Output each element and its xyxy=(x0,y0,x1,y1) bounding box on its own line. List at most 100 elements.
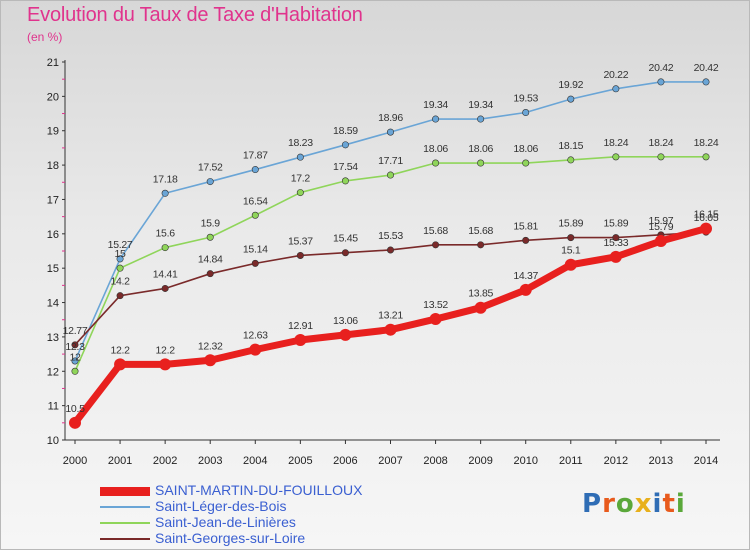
data-label: 16.15 xyxy=(694,209,719,221)
data-point xyxy=(386,128,394,136)
data-label: 19.53 xyxy=(513,93,538,105)
data-label: 15 xyxy=(115,248,127,260)
y-tick-label: 13 xyxy=(47,332,59,344)
data-label: 17.18 xyxy=(153,173,178,185)
data-label: 14.84 xyxy=(198,254,223,266)
data-point xyxy=(519,283,532,296)
data-point xyxy=(341,177,349,185)
data-label: 18.96 xyxy=(378,112,403,124)
data-label: 12.63 xyxy=(243,330,268,342)
series-lines xyxy=(69,78,712,429)
legend-label: Saint-Jean-de-Linières xyxy=(155,514,296,530)
data-label: 13.85 xyxy=(468,288,493,300)
data-point xyxy=(251,259,259,267)
data-point xyxy=(474,301,487,314)
data-label: 18.24 xyxy=(694,137,719,149)
x-tick-label: 2010 xyxy=(513,455,537,467)
y-tick-label: 19 xyxy=(47,126,59,138)
legend-label: Saint-Georges-sur-Loire xyxy=(155,530,306,546)
x-tick-label: 2007 xyxy=(378,455,402,467)
data-point xyxy=(161,189,169,197)
data-point xyxy=(429,313,442,326)
data-label: 15.14 xyxy=(243,243,268,255)
data-label: 13.06 xyxy=(333,315,358,327)
legend-swatch xyxy=(100,506,150,508)
data-point xyxy=(432,115,440,123)
data-label: 12.32 xyxy=(198,340,223,352)
data-label: 17.2 xyxy=(291,173,311,185)
data-label: 15.68 xyxy=(468,225,493,237)
data-label: 18.24 xyxy=(649,137,674,149)
data-label: 19.92 xyxy=(558,79,583,91)
data-label: 19.34 xyxy=(468,99,493,111)
legend-swatch xyxy=(100,538,150,540)
data-label: 18.23 xyxy=(288,137,313,149)
data-label: 18.06 xyxy=(468,143,493,155)
y-tick-label: 10 xyxy=(47,435,59,447)
data-point xyxy=(700,222,712,235)
data-point xyxy=(612,234,620,242)
data-labels: 10.5 12.2 12.2 12.32 12.63 12.91 13.06 13.21 13.… xyxy=(63,62,720,415)
data-label: 20.42 xyxy=(694,62,719,74)
x-tick-label: 2002 xyxy=(153,455,177,467)
data-point xyxy=(71,367,79,375)
data-point xyxy=(477,241,485,249)
data-point xyxy=(702,78,710,86)
data-label: 15.79 xyxy=(649,221,674,233)
data-point xyxy=(564,258,577,271)
data-point xyxy=(386,171,394,179)
y-tick-label: 16 xyxy=(47,229,59,241)
data-point xyxy=(522,109,530,117)
data-label: 13.21 xyxy=(378,310,403,322)
data-label: 15.89 xyxy=(603,218,628,230)
data-label: 16.54 xyxy=(243,195,268,207)
data-point xyxy=(384,323,397,336)
data-point xyxy=(296,251,304,259)
y-tick-label: 15 xyxy=(47,263,59,275)
legend-swatch xyxy=(100,522,150,524)
data-point xyxy=(71,341,79,349)
data-label: 17.71 xyxy=(378,155,403,167)
data-point xyxy=(161,284,169,292)
data-point xyxy=(657,78,665,86)
data-point xyxy=(567,95,575,103)
data-point xyxy=(477,159,485,167)
data-label: 15.45 xyxy=(333,233,358,245)
data-point xyxy=(296,189,304,197)
data-point xyxy=(249,343,262,356)
data-point xyxy=(567,156,575,164)
data-label: 15.33 xyxy=(603,237,628,249)
data-point xyxy=(206,178,214,186)
data-label: 12.77 xyxy=(63,325,88,337)
data-point xyxy=(296,153,304,161)
data-label: 15.6 xyxy=(156,228,176,240)
data-point xyxy=(71,357,79,365)
data-label: 15.68 xyxy=(423,225,448,237)
y-tick-label: 21 xyxy=(47,57,59,69)
data-point xyxy=(206,233,214,241)
y-tick-label: 18 xyxy=(47,160,59,172)
data-label: 18.59 xyxy=(333,125,358,137)
x-tick-label: 2011 xyxy=(559,455,583,467)
data-point xyxy=(294,334,307,347)
data-point xyxy=(612,85,620,93)
x-tick-label: 2013 xyxy=(649,455,673,467)
data-label: 14.2 xyxy=(110,276,130,288)
data-label: 15.37 xyxy=(288,235,313,247)
data-label: 14.41 xyxy=(153,268,178,280)
x-tick-label: 2012 xyxy=(604,455,628,467)
data-label: 15.81 xyxy=(513,220,538,232)
data-label: 20.42 xyxy=(649,62,674,74)
data-label: 12.2 xyxy=(110,344,130,356)
legend-swatch xyxy=(100,487,150,496)
data-label: 12.3 xyxy=(65,341,85,353)
x-tick-label: 2008 xyxy=(423,455,447,467)
chart-unit: (en %) xyxy=(27,30,63,44)
data-point xyxy=(341,141,349,149)
legend-label: Saint-Léger-des-Bois xyxy=(155,498,287,514)
data-point xyxy=(612,153,620,161)
x-tick-label: 2005 xyxy=(288,455,312,467)
x-tick-label: 2004 xyxy=(243,455,267,467)
y-tick-label: 17 xyxy=(47,194,59,206)
data-point xyxy=(116,255,124,263)
